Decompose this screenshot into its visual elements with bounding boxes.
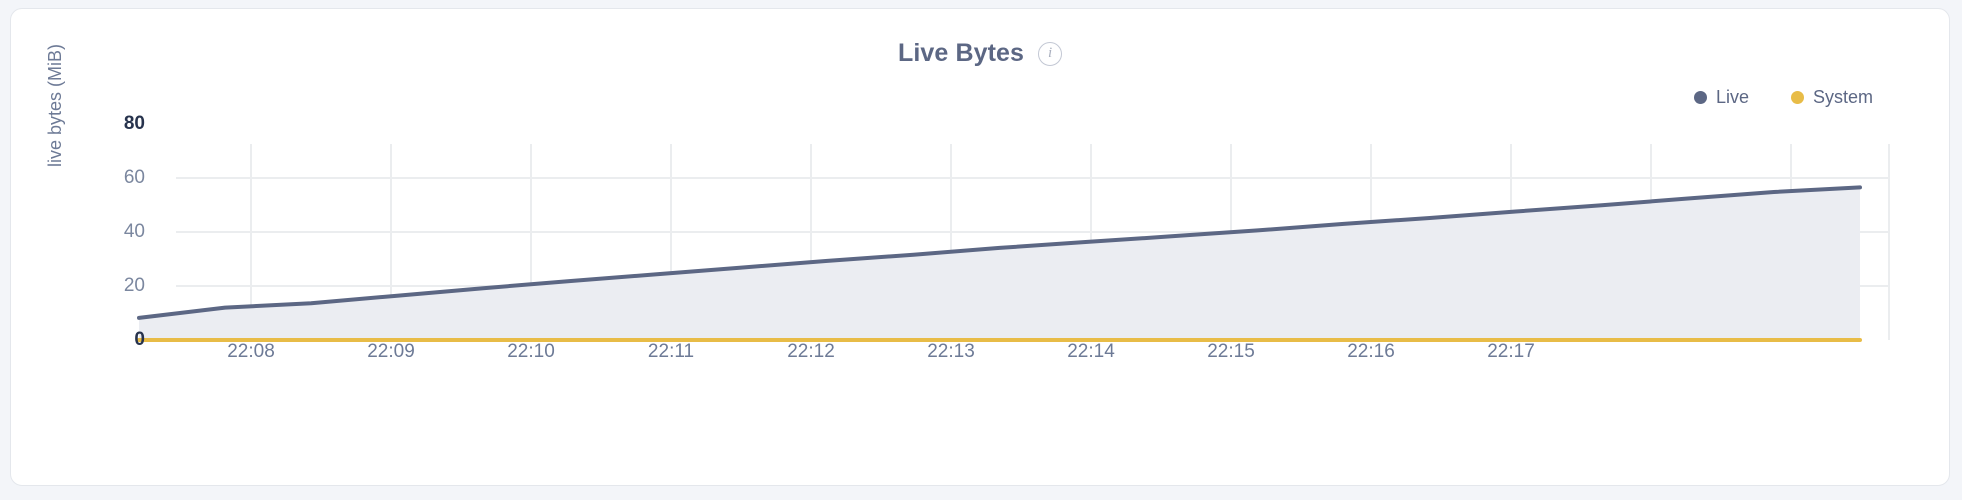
chart-legend: Live System: [1693, 87, 1873, 108]
series-live-area: [139, 187, 1860, 340]
y-tick-20: 20: [123, 275, 145, 296]
x-tick-2215: 22:15: [1207, 341, 1255, 362]
chart-header: Live Bytes i: [11, 39, 1949, 68]
y-tick-80: 80: [123, 113, 145, 134]
x-tick-2208: 22:08: [227, 341, 275, 362]
legend-item-system[interactable]: System: [1790, 87, 1873, 108]
x-tick-2214: 22:14: [1067, 341, 1115, 362]
y-axis-ticks: 80 60 40 20 0: [71, 9, 145, 487]
x-tick-2209: 22:09: [367, 341, 415, 362]
legend-label-live: Live: [1715, 87, 1749, 107]
x-tick-2217: 22:17: [1487, 341, 1535, 362]
legend-swatch-system: [1790, 91, 1804, 104]
legend-label-system: System: [1812, 87, 1873, 107]
legend-item-live[interactable]: Live: [1693, 87, 1749, 108]
legend-swatch-live: [1693, 91, 1707, 104]
x-tick-2211: 22:11: [647, 341, 695, 362]
y-tick-40: 40: [123, 221, 145, 242]
x-tick-2213: 22:13: [927, 341, 975, 362]
y-tick-0: 0: [134, 329, 145, 350]
chart-svg: [137, 144, 1890, 342]
page-title: Live Bytes: [897, 39, 1025, 67]
series-live-line: [137, 185, 1862, 320]
x-tick-2210: 22:10: [507, 341, 555, 362]
x-tick-2212: 22:12: [787, 341, 835, 362]
x-axis-ticks: 22:08 22:09 22:10 22:11 22:12 22:13 22:1…: [11, 9, 1951, 487]
plot-area: live bytes (MiB) 80 60 40 20 0: [11, 9, 1951, 487]
y-tick-60: 60: [123, 167, 145, 188]
x-tick-2216: 22:16: [1347, 341, 1395, 362]
info-icon[interactable]: i: [1038, 41, 1063, 66]
chart-card: Live Bytes i Live System live bytes (MiB…: [10, 8, 1950, 486]
